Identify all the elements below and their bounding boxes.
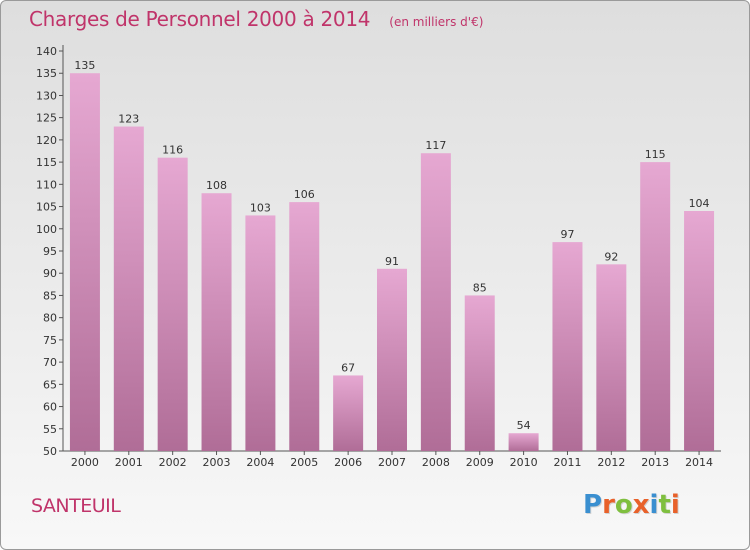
- logo-letter: o: [614, 490, 633, 520]
- y-tick-label: 65: [43, 378, 57, 391]
- y-tick-label: 140: [36, 45, 57, 58]
- x-tick-label: 2003: [203, 456, 231, 469]
- y-tick-label: 60: [43, 401, 57, 414]
- y-tick-label: 50: [43, 445, 57, 458]
- y-tick-label: 75: [43, 334, 57, 347]
- x-tick-label: 2006: [334, 456, 362, 469]
- y-tick-label: 80: [43, 312, 57, 325]
- bar: [596, 264, 627, 451]
- data-label: 54: [517, 419, 531, 432]
- data-label: 115: [645, 148, 666, 161]
- y-tick-label: 100: [36, 223, 57, 236]
- chart-subtitle: (en milliers d'€): [389, 15, 484, 29]
- x-tick-label: 2010: [510, 456, 538, 469]
- bar: [684, 211, 715, 451]
- y-tick-label: 135: [36, 67, 57, 80]
- x-tick-label: 2000: [71, 456, 99, 469]
- x-tick-label: 2011: [553, 456, 581, 469]
- bar: [377, 268, 407, 451]
- y-tick-label: 85: [43, 289, 57, 302]
- y-tick-label: 55: [43, 423, 57, 436]
- bar: [640, 162, 671, 451]
- y-tick-label: 105: [36, 201, 57, 214]
- data-label: 108: [206, 179, 227, 192]
- x-tick-label: 2001: [115, 456, 143, 469]
- logo-letter: x: [632, 490, 650, 520]
- y-tick-label: 70: [43, 356, 57, 369]
- data-label: 123: [118, 113, 139, 126]
- data-label: 92: [604, 250, 618, 263]
- data-label: 103: [250, 201, 271, 214]
- logo-letter: t: [658, 490, 671, 520]
- data-label: 91: [385, 255, 399, 268]
- y-tick-label: 115: [36, 156, 57, 169]
- data-label: 97: [560, 228, 574, 241]
- x-tick-label: 2014: [685, 456, 713, 469]
- x-tick-label: 2004: [246, 456, 274, 469]
- y-tick-label: 90: [43, 267, 57, 280]
- data-label: 116: [162, 144, 183, 157]
- commune-name: SANTEUIL: [31, 495, 121, 517]
- y-tick-label: 130: [36, 89, 57, 102]
- x-tick-label: 2013: [641, 456, 669, 469]
- bar: [157, 157, 188, 451]
- bar: [69, 73, 100, 451]
- bar: [245, 215, 276, 451]
- bar: [289, 202, 320, 451]
- data-label: 67: [341, 361, 355, 374]
- x-tick-label: 2007: [378, 456, 406, 469]
- title-row: Charges de Personnel 2000 à 2014 (en mil…: [29, 7, 483, 31]
- proxiti-logo: Proxiti: [583, 490, 680, 520]
- data-label: 117: [425, 139, 446, 152]
- bar: [464, 295, 495, 451]
- x-tick-label: 2012: [597, 456, 625, 469]
- y-tick-label: 120: [36, 134, 57, 147]
- data-label: 135: [74, 59, 95, 72]
- data-label: 104: [689, 197, 710, 210]
- x-tick-label: 2009: [466, 456, 494, 469]
- y-tick-label: 125: [36, 112, 57, 125]
- logo-letter: i: [670, 490, 680, 520]
- bar: [508, 433, 539, 451]
- x-tick-label: 2008: [422, 456, 450, 469]
- logo-letter: i: [649, 490, 659, 520]
- bar: [552, 242, 583, 451]
- bar: [113, 126, 144, 452]
- logo-letter: r: [602, 490, 615, 520]
- bar: [420, 153, 451, 451]
- x-tick-label: 2002: [159, 456, 187, 469]
- bar: [333, 375, 364, 451]
- bar: [201, 193, 232, 451]
- logo-letter: P: [583, 490, 603, 520]
- data-label: 85: [473, 281, 487, 294]
- x-tick-label: 2005: [290, 456, 318, 469]
- chart-title: Charges de Personnel 2000 à 2014: [29, 7, 371, 31]
- data-label: 106: [294, 188, 315, 201]
- y-tick-label: 95: [43, 245, 57, 258]
- y-tick-label: 110: [36, 178, 57, 191]
